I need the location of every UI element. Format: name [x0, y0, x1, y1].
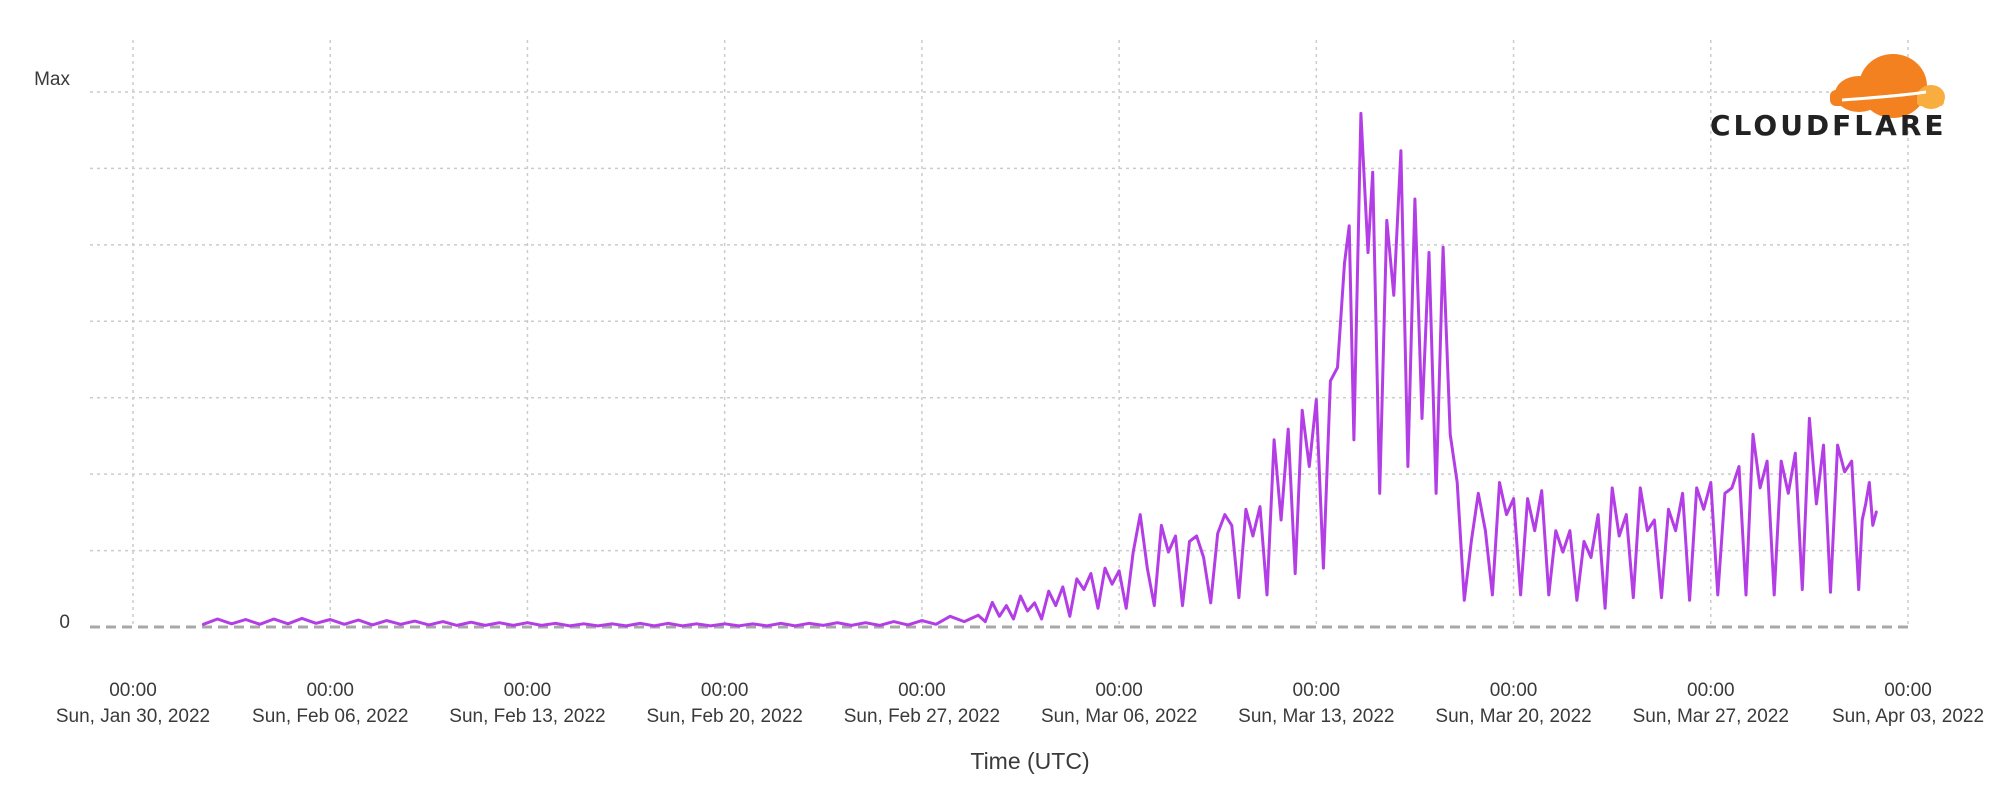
x-tick-label-time: 00:00 [701, 680, 749, 701]
x-tick-label-time: 00:00 [898, 680, 946, 701]
x-tick-label-time: 00:00 [1884, 680, 1932, 701]
x-tick-label-date: Sun, Apr 03, 2022 [1832, 706, 1984, 727]
x-tick-label-date: Sun, Jan 30, 2022 [56, 706, 210, 727]
x-tick-label-date: Sun, Feb 13, 2022 [449, 706, 605, 727]
x-tick-label-date: Sun, Mar 06, 2022 [1041, 706, 1197, 727]
vertical-gridlines [132, 40, 1909, 627]
cloudflare-logo: CLOUDFLARE [1710, 54, 1947, 142]
x-tick-labels: 00:00 Sun, Jan 30, 2022 00:00 Sun, Feb 06, … [56, 680, 1984, 727]
series-line [201, 111, 1878, 628]
x-axis-title: Time (UTC) [970, 748, 1089, 774]
y-tick-label-zero: 0 [59, 612, 70, 633]
x-tick-label-time: 00:00 [1490, 680, 1538, 701]
x-tick-label-time: 00:00 [504, 680, 552, 701]
x-tick-label-date: Sun, Feb 20, 2022 [646, 706, 802, 727]
x-tick-label-time: 00:00 [1687, 680, 1735, 701]
x-tick-label-date: Sun, Mar 20, 2022 [1435, 706, 1591, 727]
x-tick-label-date: Sun, Feb 06, 2022 [252, 706, 408, 727]
x-tick-label-date: Sun, Feb 27, 2022 [844, 706, 1000, 727]
x-tick-label-time: 00:00 [1293, 680, 1341, 701]
cloudflare-wordmark: CLOUDFLARE [1710, 109, 1947, 142]
x-tick-label-time: 00:00 [306, 680, 354, 701]
x-tick-label-time: 00:00 [109, 680, 157, 701]
x-tick-label-date: Sun, Mar 27, 2022 [1633, 706, 1789, 727]
x-tick-label-time: 00:00 [1095, 680, 1143, 701]
x-tick-label-date: Sun, Mar 13, 2022 [1238, 706, 1394, 727]
cloudflare-cloud-icon [1830, 54, 1945, 118]
horizontal-gridlines [90, 91, 1910, 552]
y-tick-label-max: Max [34, 69, 70, 90]
